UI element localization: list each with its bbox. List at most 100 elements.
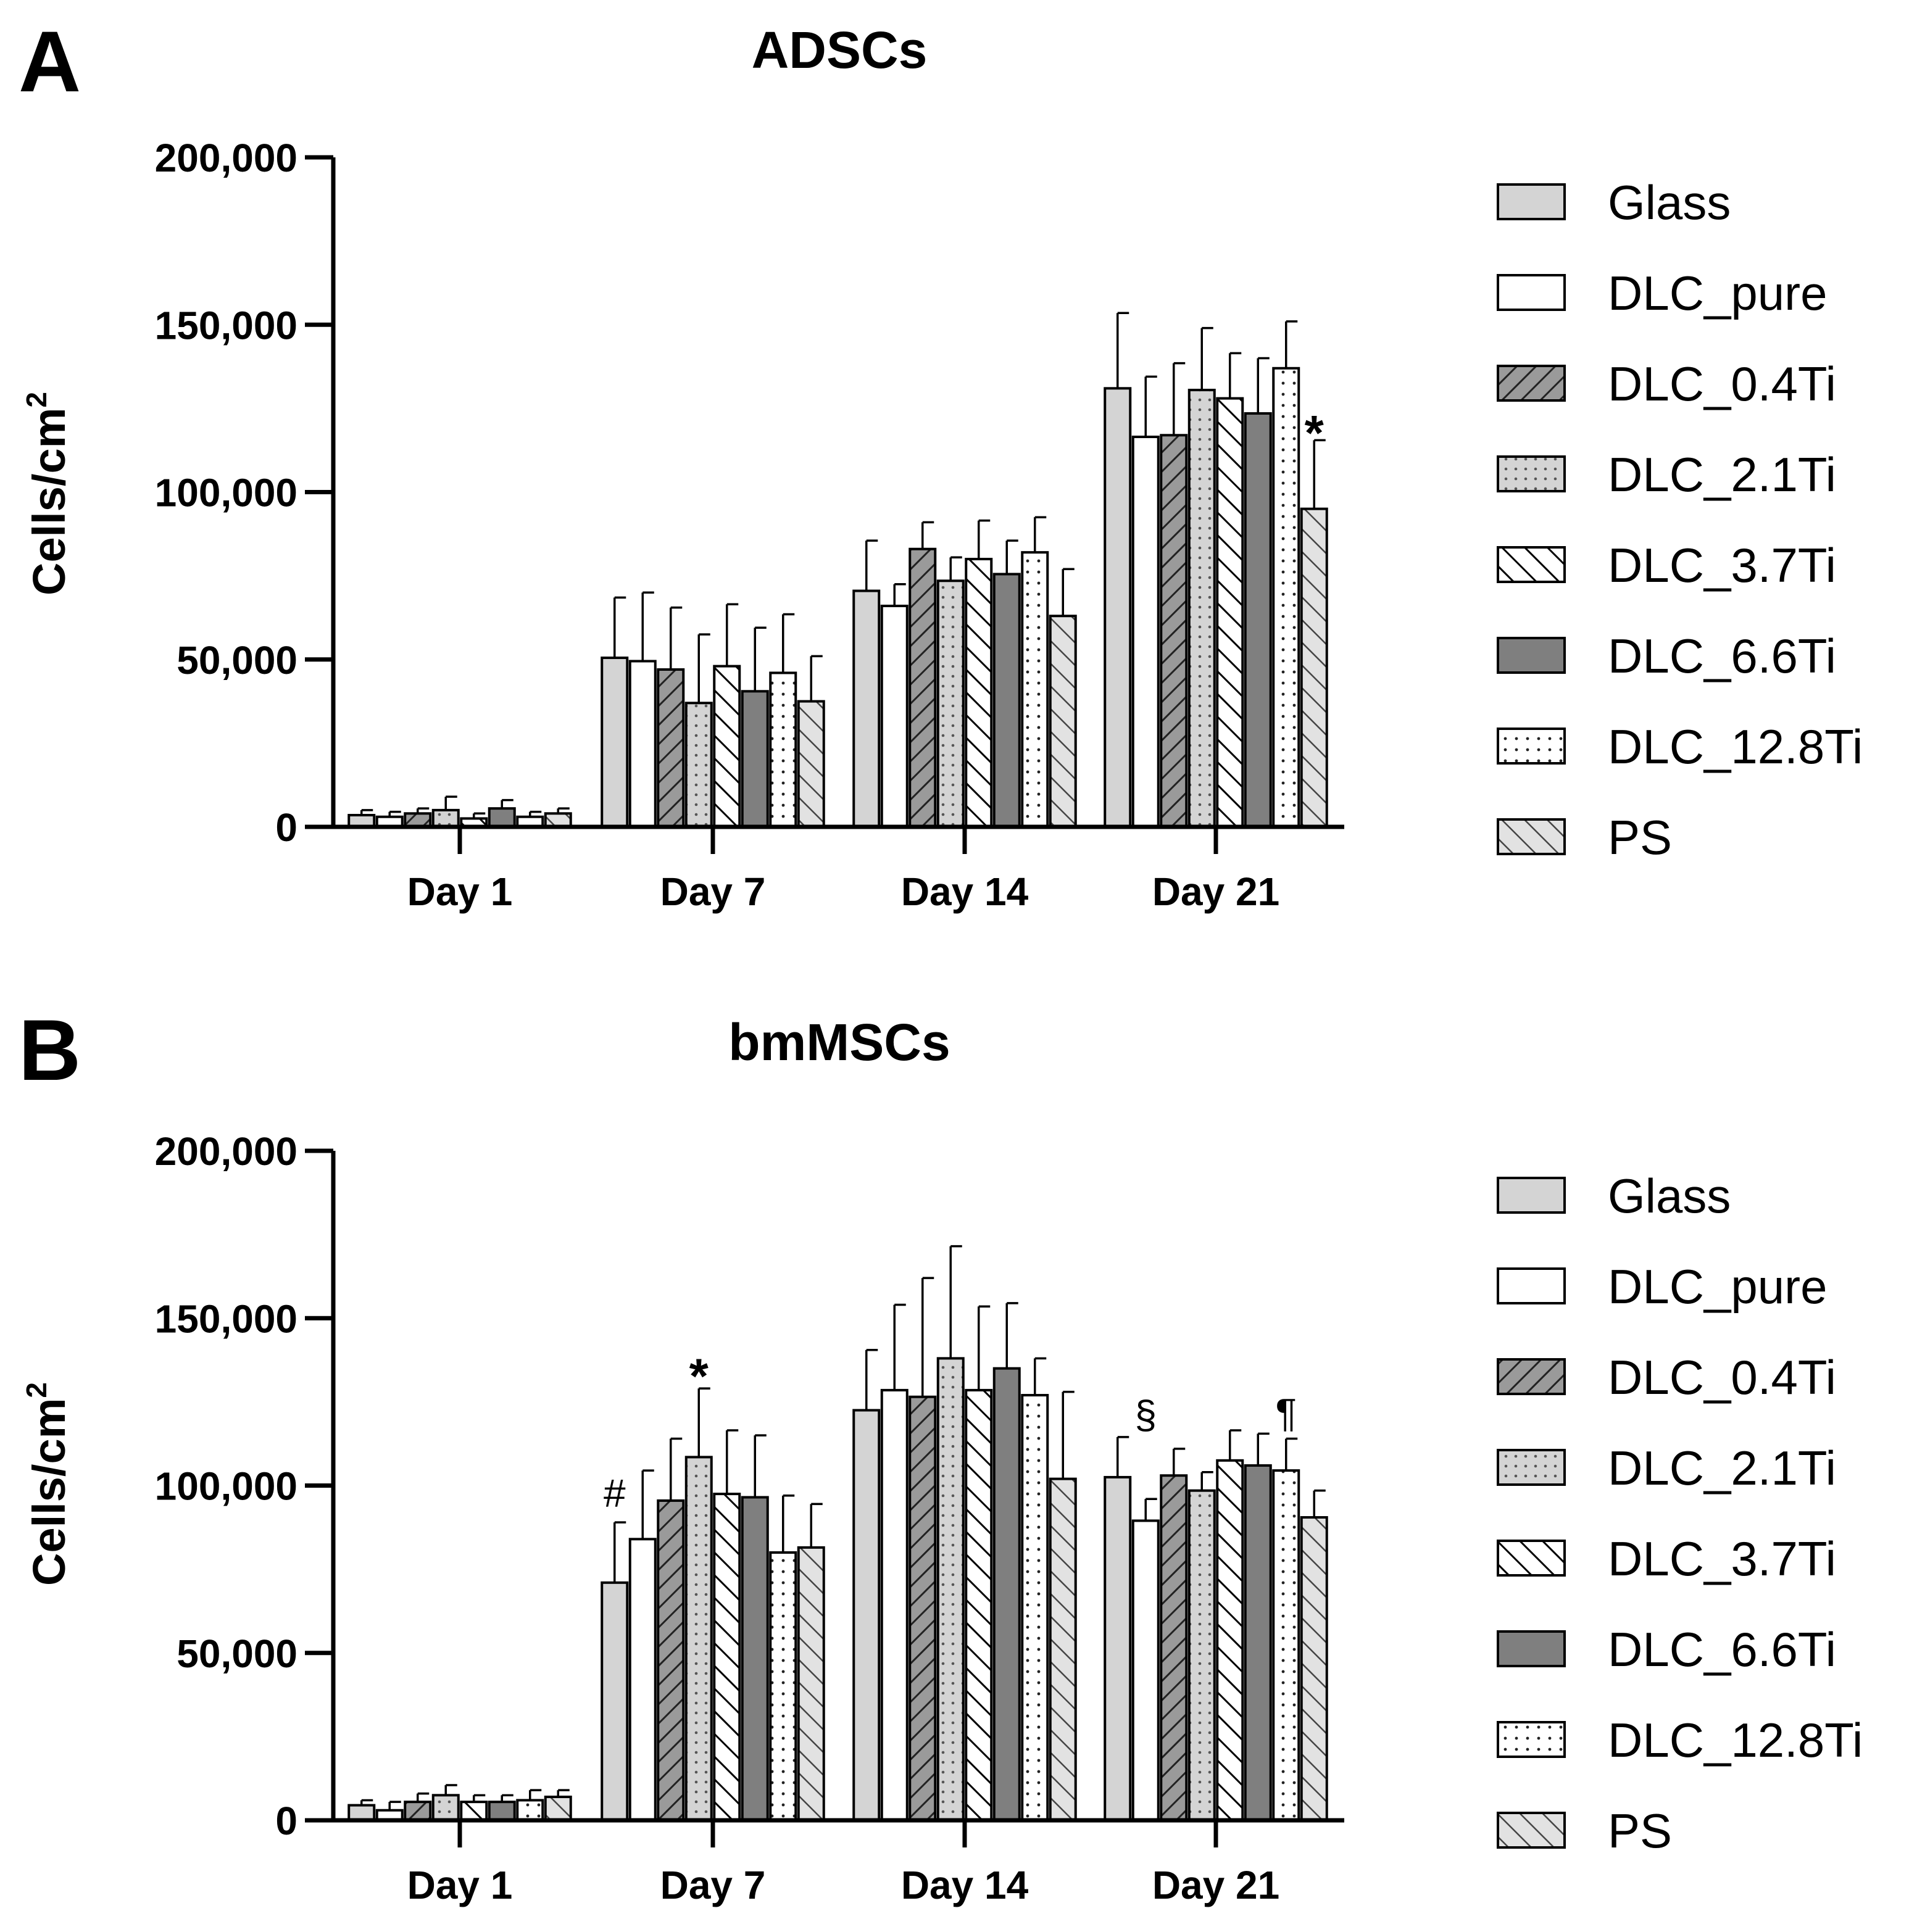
bar-ps-day-7: [797, 1546, 825, 1822]
legend-swatch: [1497, 274, 1566, 311]
legend-swatch: [1497, 1540, 1566, 1577]
legend-label: DLC_2.1Ti: [1608, 1441, 1836, 1495]
bar-dlc-0-4ti-day-14: [909, 547, 937, 828]
bar-dlc-pure-day-21: [1131, 435, 1160, 828]
legend-label: DLC_0.4Ti: [1608, 1350, 1836, 1404]
bar-dlc-0-4ti-day-7: [657, 1499, 685, 1822]
bar-dlc-0-4ti-day-7: [657, 668, 685, 829]
bar-dlc-0-4ti-day-21: [1160, 434, 1188, 828]
bar-glass-day-7: [601, 1581, 629, 1822]
legend-swatch: [1497, 1812, 1566, 1849]
bar-glass-day-1: [347, 1804, 376, 1822]
y-axis-label: Cells/cm2: [20, 392, 75, 595]
bar-dlc-3-7ti-day-21: [1216, 1459, 1244, 1822]
bar-dlc-0-4ti-day-21: [1160, 1474, 1188, 1822]
bar-ps-day-14: [1049, 615, 1077, 828]
y-tick-label: 150,000: [155, 303, 297, 347]
bar-dlc-3-7ti-day-7: [713, 1493, 741, 1822]
bar-dlc-pure-day-14: [880, 604, 909, 828]
bar-dlc-2-1ti-day-14: [936, 579, 965, 828]
legend-swatch: [1497, 1721, 1566, 1758]
significance-marker: *: [1305, 405, 1324, 460]
legend-item-dlc-2-1ti: DLC_2.1Ti: [1497, 1441, 1836, 1495]
legend-item-dlc-12-8ti: DLC_12.8Ti: [1497, 1713, 1863, 1767]
significance-marker: #: [604, 1471, 626, 1515]
legend-swatch: [1497, 818, 1566, 855]
legend-item-dlc-0-4ti: DLC_0.4Ti: [1497, 1350, 1836, 1404]
legend-item-dlc-2-1ti: DLC_2.1Ti: [1497, 447, 1836, 502]
panel-a: A ADSCs Cells/cm2 * 0 50,000 100,000 150,000…: [19, 13, 1863, 914]
legend-label: DLC_3.7Ti: [1608, 1532, 1836, 1586]
legend-swatch: [1497, 1267, 1566, 1304]
bar-ps-day-21: [1300, 507, 1328, 828]
legend-swatch: [1497, 1177, 1566, 1214]
significance-marker: §: [1134, 1392, 1157, 1437]
bar-dlc-6-6ti-day-21: [1244, 1464, 1272, 1822]
bar-dlc-3-7ti-day-1: [460, 1801, 488, 1822]
y-tick-label: 100,000: [155, 1464, 297, 1509]
bar-glass-day-21: [1104, 387, 1132, 828]
legend-item-ps: PS: [1497, 1804, 1672, 1858]
bar-dlc-0-4ti-day-1: [404, 1801, 432, 1822]
legend-label: Glass: [1608, 175, 1731, 230]
legend-item-glass: Glass: [1497, 1169, 1731, 1223]
plot-area: # * § ¶ 0 50,000 100,000 150,000 200,000 Day 1 Day…: [155, 1129, 1344, 1907]
panel-b: B bmMSCs Cells/cm2 # * § ¶ 0 50,000 100,000 150…: [19, 1001, 1863, 1907]
bar-dlc-pure-day-7: [628, 660, 657, 829]
y-tick-label: 100,000: [155, 471, 297, 515]
legend-label: PS: [1608, 1804, 1672, 1858]
legend-item-dlc-12-8ti: DLC_12.8Ti: [1497, 719, 1863, 774]
significance-marker: ¶: [1276, 1391, 1297, 1435]
x-tick-label: Day 1: [407, 869, 513, 914]
bar-ps-day-1: [544, 1796, 572, 1822]
chart-title: bmMSCs: [728, 1013, 950, 1071]
bar-dlc-2-1ti-day-21: [1187, 1489, 1216, 1822]
y-tick-label: 150,000: [155, 1296, 297, 1341]
legend-swatch: [1497, 546, 1566, 583]
bar-glass-day-14: [852, 589, 881, 828]
legend-label: Glass: [1608, 1169, 1731, 1223]
legend-swatch: [1497, 1630, 1566, 1667]
legend-label: DLC_6.6Ti: [1608, 629, 1836, 683]
bar-dlc-12-8ti-day-7: [769, 1551, 797, 1822]
legend-label: DLC_pure: [1608, 266, 1828, 320]
bar-dlc-6-6ti-day-7: [741, 1496, 769, 1822]
legend: Glass DLC_pure DLC_0.4Ti DLC_2.1Ti DLC_3.7Ti…: [1497, 175, 1863, 864]
y-tick-label: 200,000: [155, 1129, 297, 1174]
legend-swatch: [1497, 728, 1566, 765]
y-tick-label: 50,000: [177, 638, 297, 682]
bar-dlc-3-7ti-day-7: [713, 665, 741, 828]
bar-dlc-6-6ti-day-14: [992, 573, 1021, 828]
bar-dlc-3-7ti-day-14: [965, 1388, 993, 1822]
legend-label: DLC_0.4Ti: [1608, 357, 1836, 411]
legend-item-dlc-3-7ti: DLC_3.7Ti: [1497, 1532, 1836, 1586]
legend-label: DLC_3.7Ti: [1608, 538, 1836, 592]
legend-item-dlc-3-7ti: DLC_3.7Ti: [1497, 538, 1836, 592]
bar-dlc-6-6ti-day-14: [992, 1367, 1021, 1822]
bar-dlc-12-8ti-day-21: [1272, 367, 1300, 828]
legend: Glass DLC_pure DLC_0.4Ti DLC_2.1Ti DLC_3.7Ti…: [1497, 1169, 1863, 1858]
bar-dlc-3-7ti-day-21: [1216, 397, 1244, 828]
legend-label: DLC_2.1Ti: [1608, 447, 1836, 502]
legend-item-dlc-0-4ti: DLC_0.4Ti: [1497, 357, 1836, 411]
legend-label: PS: [1608, 810, 1672, 864]
bar-dlc-12-8ti-day-14: [1021, 1394, 1049, 1822]
legend-item-dlc-6-6ti: DLC_6.6Ti: [1497, 629, 1836, 683]
bar-dlc-12-8ti-day-1: [516, 1799, 544, 1822]
bar-glass-day-14: [852, 1409, 881, 1822]
legend-swatch: [1497, 1358, 1566, 1395]
bar-glass-day-7: [601, 657, 629, 828]
legend-item-dlc-pure: DLC_pure: [1497, 1259, 1828, 1314]
legend-label: DLC_pure: [1608, 1259, 1828, 1314]
legend-label: DLC_6.6Ti: [1608, 1622, 1836, 1677]
bar-dlc-6-6ti-day-7: [741, 690, 769, 828]
legend-label: DLC_12.8Ti: [1608, 719, 1863, 774]
x-tick-label: Day 7: [660, 869, 766, 914]
bar-dlc-3-7ti-day-14: [965, 558, 993, 828]
y-tick-label: 200,000: [155, 136, 297, 180]
legend-item-dlc-pure: DLC_pure: [1497, 266, 1828, 320]
y-axis-label: Cells/cm2: [20, 1382, 75, 1586]
bar-dlc-6-6ti-day-1: [488, 1801, 516, 1822]
bar-ps-day-14: [1049, 1477, 1077, 1822]
x-tick-label: Day 21: [1152, 869, 1279, 914]
